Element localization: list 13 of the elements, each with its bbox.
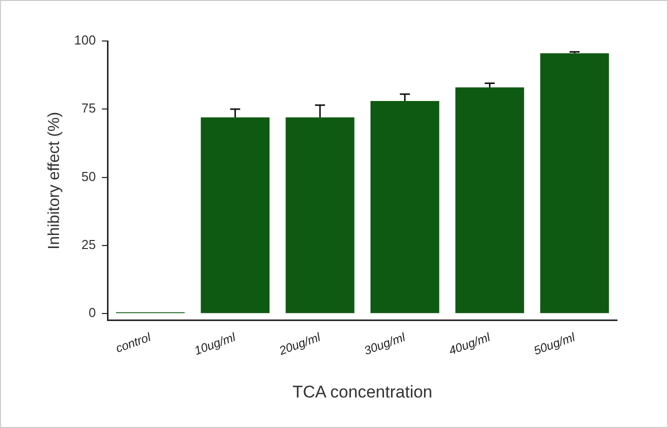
- y-tick-label: 100: [74, 32, 96, 48]
- bar: [200, 117, 270, 314]
- y-tick-label: 75: [81, 100, 96, 116]
- x-tick-label: control: [114, 330, 153, 356]
- bar: [455, 87, 524, 314]
- y-tick-label: 50: [81, 168, 96, 184]
- bar: [370, 100, 440, 314]
- bar: [540, 53, 609, 314]
- bar: [286, 117, 354, 314]
- x-axis-title: TCA concentration: [292, 382, 432, 402]
- y-tick-label: 0: [88, 305, 96, 320]
- y-axis-title: Inhibitory effect (%): [46, 112, 64, 250]
- y-tick-label: 25: [81, 237, 96, 252]
